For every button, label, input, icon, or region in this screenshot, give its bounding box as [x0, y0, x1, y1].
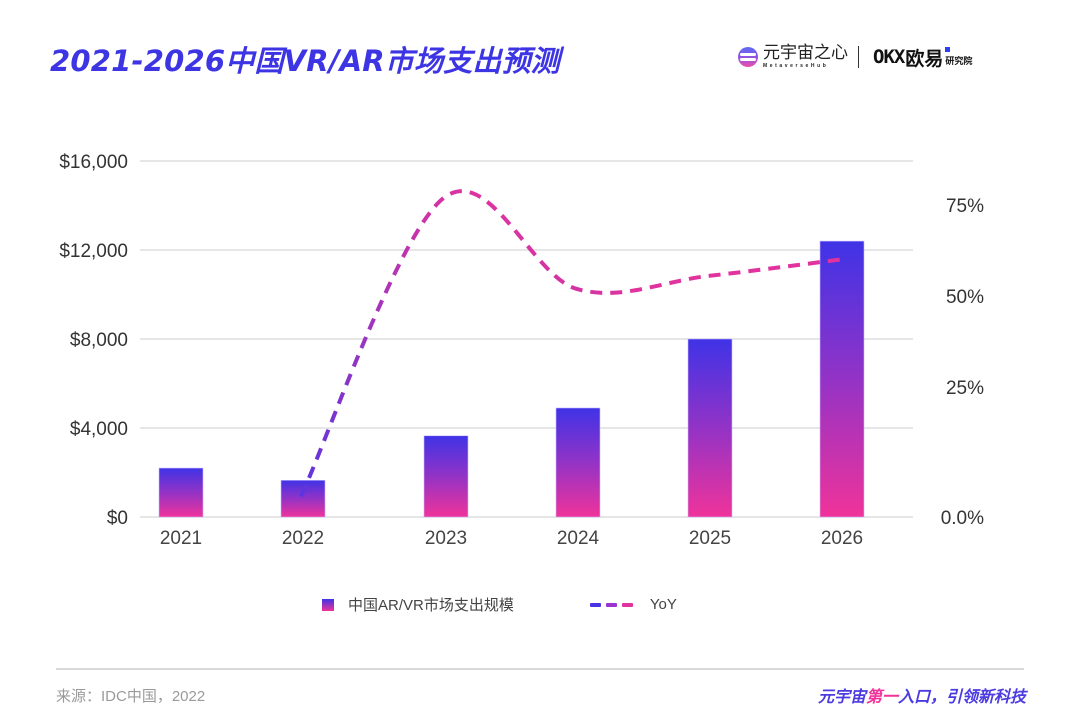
x-axis-tick-label: 2023 — [425, 528, 467, 549]
okx-logo: OKX 欧易 研究院 — [873, 44, 972, 71]
right-axis-tick-label: 0.0% — [941, 508, 984, 529]
legend-line-swatch — [589, 602, 638, 607]
left-axis-tick-label: $4,000 — [70, 419, 128, 440]
metaverse-hub-en: MetaverseHub — [763, 63, 829, 69]
metaverse-hub-cn: 元宇宙之心 — [763, 43, 848, 63]
chart: $0 $4,000 $8,000 $12,000 $16,000 0.0% 25% 50% 7… — [59, 152, 984, 549]
x-axis-tick-label: 2022 — [282, 528, 324, 549]
left-axis-ticks: $0 $4,000 $8,000 $12,000 $16,000 — [59, 152, 128, 529]
footer-divider — [56, 668, 1024, 670]
right-axis-tick-label: 25% — [946, 378, 984, 399]
x-axis-tick-label: 2024 — [557, 528, 600, 549]
x-axis-ticks: 2021 2022 2023 2024 2025 2026 — [160, 528, 863, 549]
bar — [687, 338, 733, 518]
metaverse-hub-icon — [738, 47, 758, 67]
bars — [158, 240, 865, 518]
logo-divider — [858, 46, 859, 68]
okx-cn: 欧易 — [905, 47, 944, 70]
left-axis-tick-label: $16,000 — [59, 152, 128, 173]
bar — [555, 407, 601, 518]
left-axis-tick-label: $0 — [107, 508, 128, 529]
bar — [280, 479, 326, 518]
slogan-highlight: 第一 — [865, 687, 898, 706]
logo-group: 元宇宙之心 MetaverseHub OKX 欧易 研究院 — [738, 42, 972, 72]
right-axis-tick-label: 75% — [946, 196, 984, 217]
legend-line-label: YoY — [649, 596, 677, 613]
okx-mark: OKX — [873, 46, 905, 68]
slogan: 元宇宙第一入口，引领新科技 — [818, 683, 1026, 707]
metaverse-hub-logo: 元宇宙之心 MetaverseHub — [738, 45, 848, 69]
right-axis-tick-label: 50% — [946, 287, 984, 308]
left-axis-tick-label: $8,000 — [70, 330, 128, 351]
x-axis-tick-label: 2026 — [821, 528, 863, 549]
slogan-part-c: 入口，引领新科技 — [897, 687, 1026, 706]
legend-bar-swatch — [322, 598, 334, 611]
x-axis-tick-label: 2025 — [689, 528, 731, 549]
left-axis-tick-label: $12,000 — [59, 241, 128, 262]
slogan-part-a: 元宇宙 — [817, 687, 866, 706]
bar — [158, 467, 204, 518]
okx-dot-icon — [945, 47, 951, 52]
grid-lines — [140, 160, 913, 518]
bar — [423, 435, 469, 518]
source-note: 来源：IDC中国，2022 — [56, 688, 206, 705]
yoy-line — [299, 189, 841, 498]
right-axis-ticks: 0.0% 25% 50% 75% — [941, 196, 984, 529]
okx-research: 研究院 — [945, 57, 973, 67]
page-title: 2021-2026中国VR/AR市场支出预测 — [50, 44, 561, 78]
legend-bar-label: 中国AR/VR市场支出规模 — [348, 597, 514, 614]
x-axis-tick-label: 2021 — [160, 528, 202, 549]
bar — [819, 240, 865, 518]
legend: 中国AR/VR市场支出规模 YoY — [322, 594, 677, 615]
